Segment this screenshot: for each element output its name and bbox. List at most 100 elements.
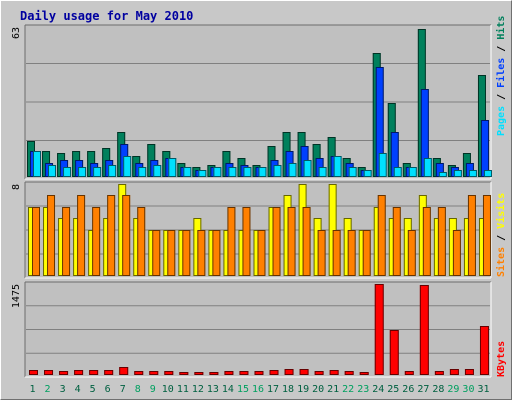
day-label-26: 26: [402, 384, 414, 395]
bar-pages-day-9: [153, 165, 162, 177]
bar-pages-day-2-outline: [48, 165, 57, 177]
bar-kbytes-day-11: [179, 372, 189, 375]
day-label-7: 7: [120, 384, 126, 395]
bar-kbytes-day-26-outline: [404, 371, 414, 375]
bar-kbytes-day-13: [209, 372, 219, 375]
bar-sites-day-7: [122, 195, 131, 276]
bar-kbytes-day-29: [449, 369, 459, 375]
legend-sites-visits: Sites / Visits: [495, 193, 507, 277]
bar-pages-day-15: [243, 167, 252, 177]
bar-pages-day-18: [288, 163, 297, 177]
legend-pages-files-hits-part: /: [496, 40, 507, 58]
bar-sites-day-13: [212, 230, 221, 276]
bar-kbytes-day-21-outline: [329, 370, 339, 375]
day-label-21: 21: [327, 384, 339, 395]
bar-kbytes-day-20: [314, 371, 324, 375]
bar-sites-day-27: [422, 207, 431, 276]
legend-kbytes-part: KBytes: [496, 341, 507, 377]
day-label-19: 19: [297, 384, 309, 395]
bar-sites-day-18-outline: [287, 207, 296, 276]
bar-sites-day-20: [317, 230, 326, 276]
bar-sites-day-16-outline: [257, 230, 266, 276]
bar-sites-day-14: [227, 207, 236, 276]
bar-sites-day-6-outline: [107, 195, 116, 276]
bar-kbytes-day-14-outline: [224, 371, 234, 375]
bar-pages-day-4: [78, 167, 87, 177]
bar-sites-day-25-outline: [392, 207, 401, 276]
bar-kbytes-day-14: [224, 371, 234, 375]
day-label-2: 2: [45, 384, 51, 395]
bar-pages-day-26: [408, 167, 417, 177]
bar-sites-day-2-outline: [47, 195, 56, 276]
day-label-5: 5: [90, 384, 96, 395]
bar-pages-day-26-outline: [408, 167, 417, 177]
legend-kbytes: KBytes: [496, 341, 507, 377]
bar-kbytes-day-2: [44, 370, 54, 375]
bar-pages-day-8-outline: [138, 167, 147, 177]
bar-kbytes-day-11-outline: [179, 372, 189, 375]
panel-1-ymax-label: 63: [11, 27, 22, 39]
bar-sites-day-16: [257, 230, 266, 276]
day-label-31: 31: [477, 384, 489, 395]
day-label-16: 16: [252, 384, 264, 395]
bar-sites-day-5: [92, 207, 101, 276]
bar-sites-day-23-outline: [362, 230, 371, 276]
bar-pages-day-30-outline: [468, 170, 477, 177]
bar-sites-day-27-outline: [422, 207, 431, 276]
bar-sites-day-12-outline: [197, 230, 206, 276]
bar-kbytes-day-1: [29, 370, 38, 375]
bar-kbytes-day-1-outline: [29, 370, 38, 375]
bar-sites-day-9: [152, 230, 161, 276]
bar-sites-day-5-outline: [92, 207, 101, 276]
bar-kbytes-day-10: [164, 371, 174, 375]
bar-pages-day-23-outline: [363, 170, 372, 177]
bar-kbytes-day-18-outline: [284, 369, 294, 375]
bar-kbytes-day-5: [89, 370, 99, 375]
bar-pages-day-31: [483, 170, 492, 177]
bar-kbytes-day-6: [104, 370, 114, 375]
bar-sites-day-21: [332, 230, 341, 276]
bar-pages-day-12: [198, 170, 207, 177]
bar-files-day-25: [390, 132, 399, 177]
day-label-25: 25: [387, 384, 399, 395]
bar-sites-day-31-outline: [482, 195, 491, 276]
bar-kbytes-day-12: [194, 372, 204, 375]
bar-pages-day-20-outline: [318, 167, 327, 177]
bar-sites-day-22-outline: [347, 230, 356, 276]
bar-sites-day-18: [287, 207, 296, 276]
legend-pages-files-hits-part: Pages: [496, 106, 507, 136]
bar-pages-day-11-outline: [183, 167, 192, 177]
bar-pages-day-3-outline: [63, 167, 72, 177]
bar-kbytes-day-15-outline: [239, 371, 249, 375]
bar-sites-day-11-outline: [182, 230, 191, 276]
bar-kbytes-day-23: [359, 372, 369, 375]
legend-sites-visits-part: Visits: [495, 193, 507, 229]
bar-pages-day-24-outline: [378, 153, 387, 177]
bar-pages-day-22: [348, 167, 357, 177]
bar-sites-day-3: [62, 207, 71, 276]
day-label-28: 28: [432, 384, 444, 395]
day-label-13: 13: [207, 384, 219, 395]
bar-kbytes-day-9-outline: [149, 371, 159, 375]
bar-pages-day-15-outline: [243, 167, 252, 177]
bar-kbytes-day-8-outline: [134, 371, 144, 375]
bar-kbytes-day-27: [419, 285, 429, 375]
bar-sites-day-2: [47, 195, 56, 276]
bar-sites-day-14-outline: [227, 207, 236, 276]
day-label-9: 9: [150, 384, 156, 395]
bar-kbytes-day-2-outline: [44, 370, 54, 375]
bar-pages-day-13-outline: [213, 167, 222, 177]
bar-pages-day-3: [63, 167, 72, 177]
bar-kbytes-day-10-outline: [164, 371, 174, 375]
bar-files-day-24: [375, 67, 384, 177]
bar-sites-day-23: [362, 230, 371, 276]
bar-kbytes-day-7: [119, 367, 129, 375]
bar-sites-day-12: [197, 230, 206, 276]
bar-pages-day-18-outline: [288, 163, 297, 177]
bar-pages-day-21-outline: [333, 156, 342, 177]
bar-pages-day-7-outline: [123, 156, 132, 177]
bar-pages-day-28: [438, 172, 447, 177]
bar-sites-day-24: [377, 195, 386, 276]
bar-sites-day-9-outline: [152, 230, 161, 276]
